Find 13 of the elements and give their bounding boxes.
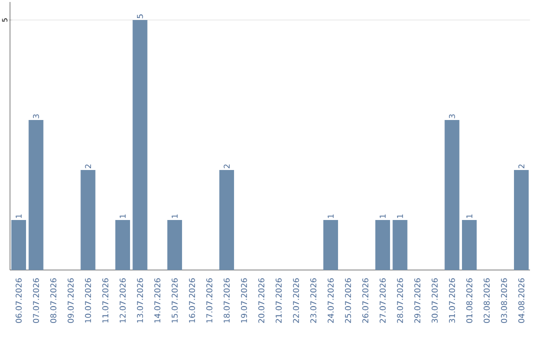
bar [80,170,96,270]
bar [375,220,390,270]
bar [115,220,130,270]
bar [323,220,338,270]
bar [132,20,148,270]
bar [219,170,234,270]
bar [11,220,26,270]
bar [514,170,529,270]
bar [167,220,182,270]
bar [444,120,460,270]
bar [28,120,44,270]
bar [462,220,477,270]
bar [392,220,408,270]
